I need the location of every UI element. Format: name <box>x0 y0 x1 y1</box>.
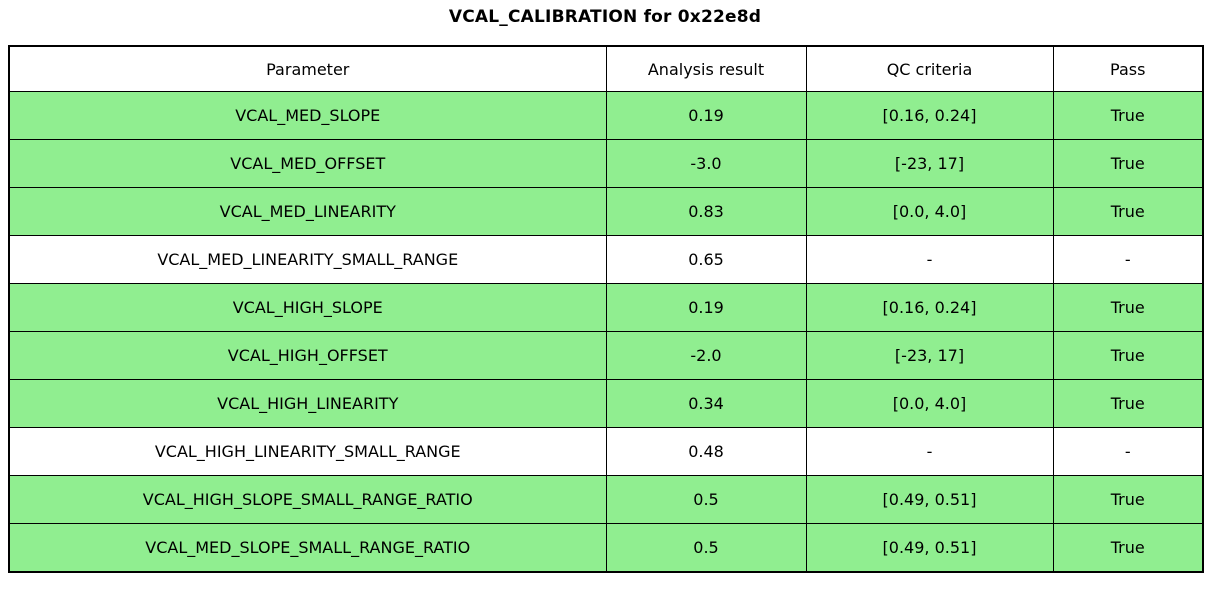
cell-qc-criteria: - <box>805 235 1054 284</box>
cell-analysis-result: 0.19 <box>605 283 807 332</box>
cell-analysis-result: 0.19 <box>605 91 807 140</box>
table-row: VCAL_MED_SLOPE_SMALL_RANGE_RATIO 0.5 [0.… <box>8 523 1204 573</box>
cell-pass: True <box>1052 283 1204 332</box>
cell-parameter: VCAL_MED_LINEARITY_SMALL_RANGE <box>8 235 607 284</box>
cell-parameter: VCAL_HIGH_OFFSET <box>8 331 607 380</box>
table-row: VCAL_HIGH_LINEARITY 0.34 [0.0, 4.0] True <box>8 379 1204 428</box>
cell-parameter: VCAL_MED_SLOPE_SMALL_RANGE_RATIO <box>8 523 607 573</box>
cell-pass: - <box>1052 235 1204 284</box>
table-body: VCAL_MED_SLOPE 0.19 [0.16, 0.24] True VC… <box>8 91 1204 573</box>
cell-qc-criteria: [-23, 17] <box>805 331 1054 380</box>
cell-pass: True <box>1052 331 1204 380</box>
table-row: VCAL_MED_OFFSET -3.0 [-23, 17] True <box>8 139 1204 188</box>
cell-pass: True <box>1052 379 1204 428</box>
cell-parameter: VCAL_MED_OFFSET <box>8 139 607 188</box>
cell-analysis-result: -2.0 <box>605 331 807 380</box>
cell-pass: True <box>1052 523 1204 573</box>
column-header-parameter: Parameter <box>8 45 607 92</box>
cell-qc-criteria: - <box>805 427 1054 476</box>
cell-qc-criteria: [0.0, 4.0] <box>805 379 1054 428</box>
cell-analysis-result: 0.83 <box>605 187 807 236</box>
cell-analysis-result: 0.48 <box>605 427 807 476</box>
cell-qc-criteria: [0.16, 0.24] <box>805 91 1054 140</box>
cell-parameter: VCAL_HIGH_LINEARITY <box>8 379 607 428</box>
cell-parameter: VCAL_HIGH_SLOPE_SMALL_RANGE_RATIO <box>8 475 607 524</box>
cell-pass: - <box>1052 427 1204 476</box>
table-row: VCAL_HIGH_OFFSET -2.0 [-23, 17] True <box>8 331 1204 380</box>
table-row: VCAL_HIGH_LINEARITY_SMALL_RANGE 0.48 - - <box>8 427 1204 476</box>
cell-parameter: VCAL_MED_LINEARITY <box>8 187 607 236</box>
table-row: VCAL_MED_LINEARITY 0.83 [0.0, 4.0] True <box>8 187 1204 236</box>
cell-parameter: VCAL_HIGH_LINEARITY_SMALL_RANGE <box>8 427 607 476</box>
cell-qc-criteria: [0.0, 4.0] <box>805 187 1054 236</box>
cell-analysis-result: 0.65 <box>605 235 807 284</box>
column-header-qc-criteria: QC criteria <box>805 45 1054 92</box>
column-header-analysis-result: Analysis result <box>605 45 807 92</box>
column-header-pass: Pass <box>1052 45 1204 92</box>
cell-analysis-result: 0.34 <box>605 379 807 428</box>
table-row: VCAL_MED_LINEARITY_SMALL_RANGE 0.65 - - <box>8 235 1204 284</box>
cell-qc-criteria: [-23, 17] <box>805 139 1054 188</box>
cell-qc-criteria: [0.49, 0.51] <box>805 475 1054 524</box>
table-header-row: Parameter Analysis result QC criteria Pa… <box>8 45 1204 92</box>
figure-title: VCAL_CALIBRATION for 0x22e8d <box>448 7 762 27</box>
cell-pass: True <box>1052 139 1204 188</box>
cell-analysis-result: 0.5 <box>605 475 807 524</box>
cell-analysis-result: -3.0 <box>605 139 807 188</box>
qc-table: Parameter Analysis result QC criteria Pa… <box>8 45 1204 573</box>
cell-qc-criteria: [0.16, 0.24] <box>805 283 1054 332</box>
table-row: VCAL_HIGH_SLOPE 0.19 [0.16, 0.24] True <box>8 283 1204 332</box>
cell-parameter: VCAL_MED_SLOPE <box>8 91 607 140</box>
table-row: VCAL_MED_SLOPE 0.19 [0.16, 0.24] True <box>8 91 1204 140</box>
cell-pass: True <box>1052 475 1204 524</box>
table-row: VCAL_HIGH_SLOPE_SMALL_RANGE_RATIO 0.5 [0… <box>8 475 1204 524</box>
cell-qc-criteria: [0.49, 0.51] <box>805 523 1054 573</box>
cell-analysis-result: 0.5 <box>605 523 807 573</box>
cell-pass: True <box>1052 91 1204 140</box>
cell-pass: True <box>1052 187 1204 236</box>
cell-parameter: VCAL_HIGH_SLOPE <box>8 283 607 332</box>
